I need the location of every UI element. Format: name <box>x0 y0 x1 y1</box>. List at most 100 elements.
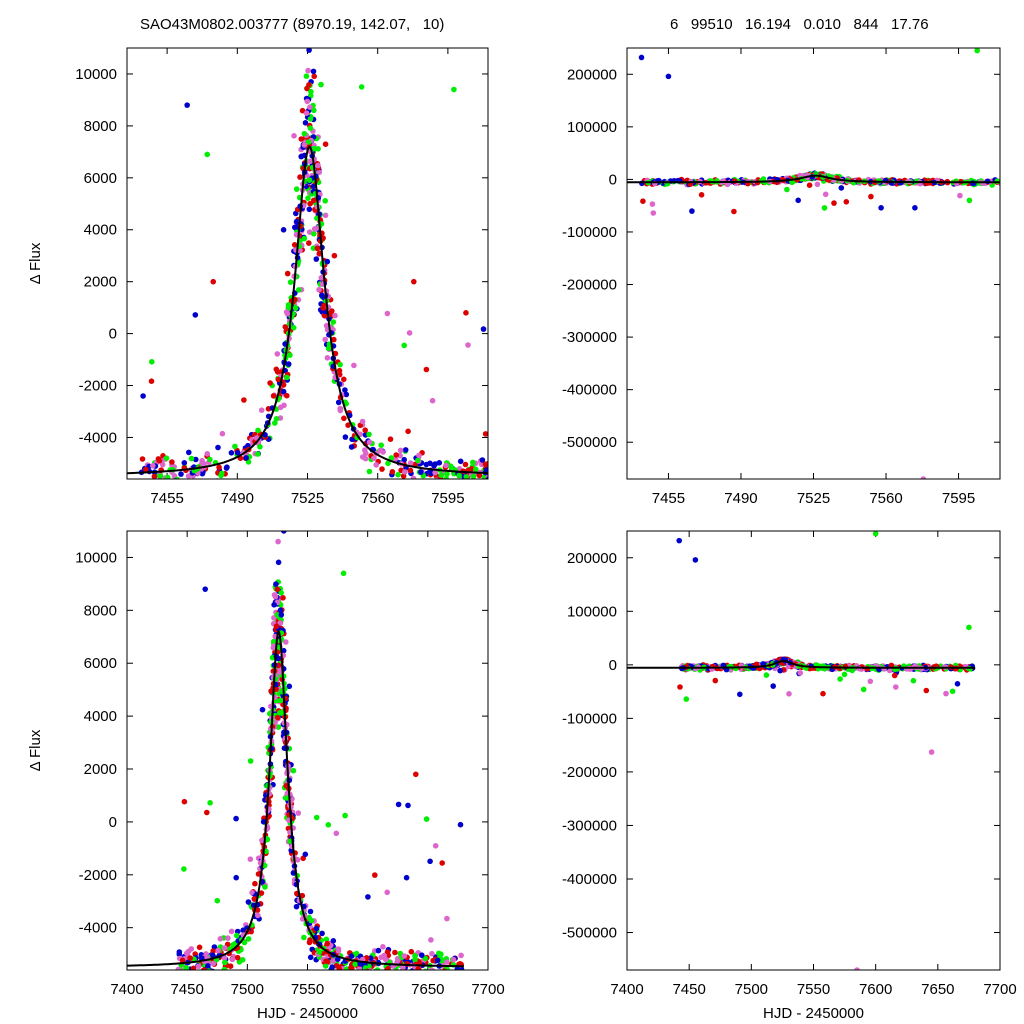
data-point-violet <box>359 418 366 425</box>
x-tick-label: 7550 <box>797 981 830 998</box>
data-point-blue <box>556 469 562 475</box>
outlier-point-red <box>413 771 419 778</box>
data-point-blue <box>954 681 961 687</box>
data-point-green <box>368 970 374 976</box>
data-point-blue <box>418 469 424 475</box>
data-point-violet <box>407 460 414 466</box>
data-point-red <box>329 308 335 314</box>
data-point-red <box>310 197 317 204</box>
data-point-violet <box>313 225 320 231</box>
data-point-red <box>446 975 452 981</box>
data-point-green <box>422 968 428 970</box>
data-point-violet <box>397 447 404 454</box>
data-point-violet <box>822 191 829 198</box>
data-point-red <box>698 192 705 198</box>
data-point-blue <box>563 477 569 483</box>
data-point-green <box>219 470 225 477</box>
data-point-green <box>301 934 307 941</box>
data-point-violet <box>502 458 508 464</box>
data-point-blue <box>551 478 557 484</box>
y-tick-label: -500000 <box>562 925 617 942</box>
data-point-green <box>214 897 221 904</box>
data-points <box>676 531 976 970</box>
data-point-red <box>430 957 436 964</box>
data-point-blue <box>568 473 574 479</box>
data-point-violet <box>222 945 228 951</box>
data-point-blue <box>506 473 512 479</box>
outlier-point-green <box>966 624 972 631</box>
data-point-violet <box>221 955 228 961</box>
data-point-green <box>386 970 392 976</box>
data-point-blue <box>405 802 411 809</box>
data-point-violet <box>492 468 498 474</box>
data-point-green <box>463 474 470 479</box>
data-point-blue <box>286 683 293 690</box>
data-point-blue <box>178 471 184 477</box>
data-point-blue <box>176 949 183 955</box>
y-tick-label: 100000 <box>567 119 617 136</box>
data-point-red <box>546 468 552 474</box>
data-point-violet <box>501 473 507 479</box>
data-point-green <box>325 822 332 828</box>
data-point-red <box>568 467 574 473</box>
data-point-green <box>181 866 187 872</box>
data-point-blue <box>582 481 588 487</box>
data-point-blue <box>560 476 566 482</box>
y-tick-label: 10000 <box>75 66 117 83</box>
data-point-green <box>307 125 314 131</box>
data-point-red <box>561 464 567 470</box>
y-tick-label: -200000 <box>562 277 617 294</box>
data-point-violet <box>497 473 503 479</box>
data-point-green <box>385 460 391 467</box>
data-point-green <box>1018 179 1024 185</box>
data-point-violet <box>507 314 513 320</box>
data-point-blue <box>689 208 695 214</box>
data-point-violet <box>546 483 552 489</box>
data-point-violet <box>324 355 331 361</box>
data-point-violet <box>316 286 322 293</box>
outlier-point-green <box>204 151 211 158</box>
data-point-green <box>290 324 297 331</box>
outlier-point-blue <box>638 54 645 61</box>
data-point-red <box>284 270 291 277</box>
data-point-green <box>763 672 770 678</box>
data-point-red <box>336 966 343 970</box>
data-point-red <box>311 73 318 80</box>
data-point-violet <box>383 973 389 979</box>
data-point-green <box>504 461 510 467</box>
data-point-blue <box>348 444 355 450</box>
data-point-red <box>139 456 146 462</box>
data-point-green <box>1004 180 1010 186</box>
data-point-blue <box>401 456 408 463</box>
data-point-violet <box>561 466 567 472</box>
data-point-red <box>923 687 930 694</box>
data-point-red <box>528 471 534 477</box>
data-point-violet <box>443 462 449 469</box>
x-tick-label: 7600 <box>351 981 384 998</box>
data-point-blue <box>578 465 584 471</box>
data-point-red <box>482 461 488 467</box>
data-point-violet <box>229 956 236 963</box>
outlier-point-blue <box>665 73 672 80</box>
data-point-blue <box>348 953 355 959</box>
data-point-blue <box>483 467 488 473</box>
data-point-violet <box>366 439 373 446</box>
y-tick-label: 0 <box>609 171 617 188</box>
data-point-green <box>164 474 171 479</box>
data-point-green <box>438 472 445 479</box>
data-point-green <box>311 107 317 114</box>
data-point-red <box>143 466 149 473</box>
data-point-red <box>502 473 508 479</box>
data-point-violet <box>521 473 527 479</box>
data-point-violet <box>514 456 520 462</box>
data-point-red <box>291 242 298 248</box>
data-point-violet <box>1000 178 1006 184</box>
data-point-green <box>1006 181 1012 187</box>
data-point-red <box>179 957 186 964</box>
data-point-red <box>500 465 506 471</box>
data-point-red <box>314 245 321 252</box>
data-point-blue <box>427 460 433 467</box>
data-point-green <box>1003 179 1009 185</box>
data-point-red <box>306 82 312 88</box>
data-point-green <box>305 139 312 145</box>
